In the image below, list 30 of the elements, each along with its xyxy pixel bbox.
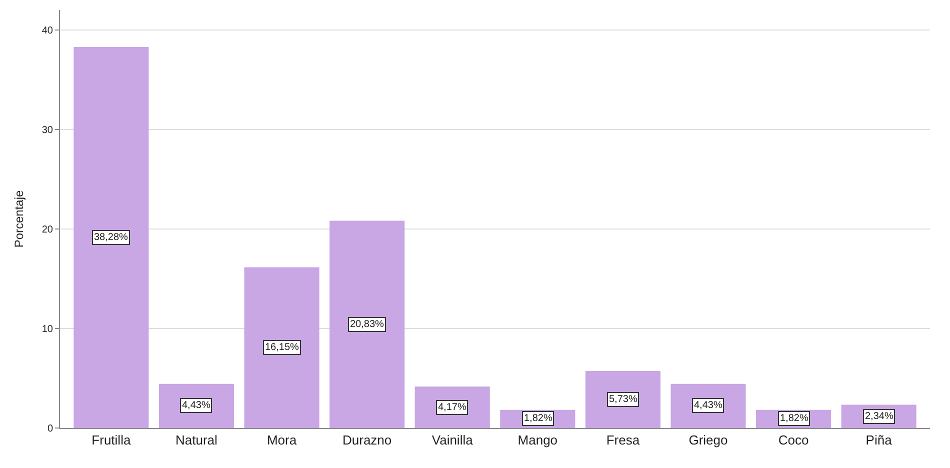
data-label: 20,83% bbox=[350, 319, 384, 330]
x-tick-label: Griego bbox=[688, 432, 728, 448]
data-label: 4,43% bbox=[182, 400, 210, 411]
x-tick-label: Coco bbox=[778, 432, 809, 448]
data-label: 2,34% bbox=[865, 411, 894, 422]
data-label: 4,17% bbox=[438, 402, 466, 413]
x-tick-label: Mora bbox=[266, 432, 298, 448]
bar bbox=[585, 370, 660, 428]
y-axis-title: Porcentaje bbox=[12, 190, 26, 248]
data-label: 38,28% bbox=[94, 232, 128, 243]
data-label: 5,73% bbox=[609, 394, 638, 405]
y-tick-label: 0 bbox=[47, 424, 54, 434]
y-tick-label: 40 bbox=[42, 25, 54, 36]
y-tick-label: 10 bbox=[42, 324, 54, 335]
data-label: 1,82% bbox=[780, 413, 808, 424]
x-tick-label: Piña bbox=[866, 432, 893, 448]
bar bbox=[330, 220, 405, 428]
x-tick-label: Frutilla bbox=[92, 432, 132, 448]
y-tick-label: 20 bbox=[42, 224, 54, 236]
data-label: 16,15% bbox=[265, 342, 300, 353]
bar bbox=[74, 47, 149, 428]
x-tick-label: Natural bbox=[176, 432, 218, 448]
x-tick-label: Vainilla bbox=[432, 432, 474, 448]
x-tick-label: Durazno bbox=[342, 432, 392, 448]
x-tick-label: Mango bbox=[518, 432, 558, 448]
y-tick-label: 30 bbox=[42, 124, 54, 136]
x-tick-label: Fresa bbox=[606, 432, 640, 448]
data-label: 1,82% bbox=[524, 413, 552, 424]
bar bbox=[244, 267, 320, 428]
data-label: 4,43% bbox=[694, 400, 722, 411]
